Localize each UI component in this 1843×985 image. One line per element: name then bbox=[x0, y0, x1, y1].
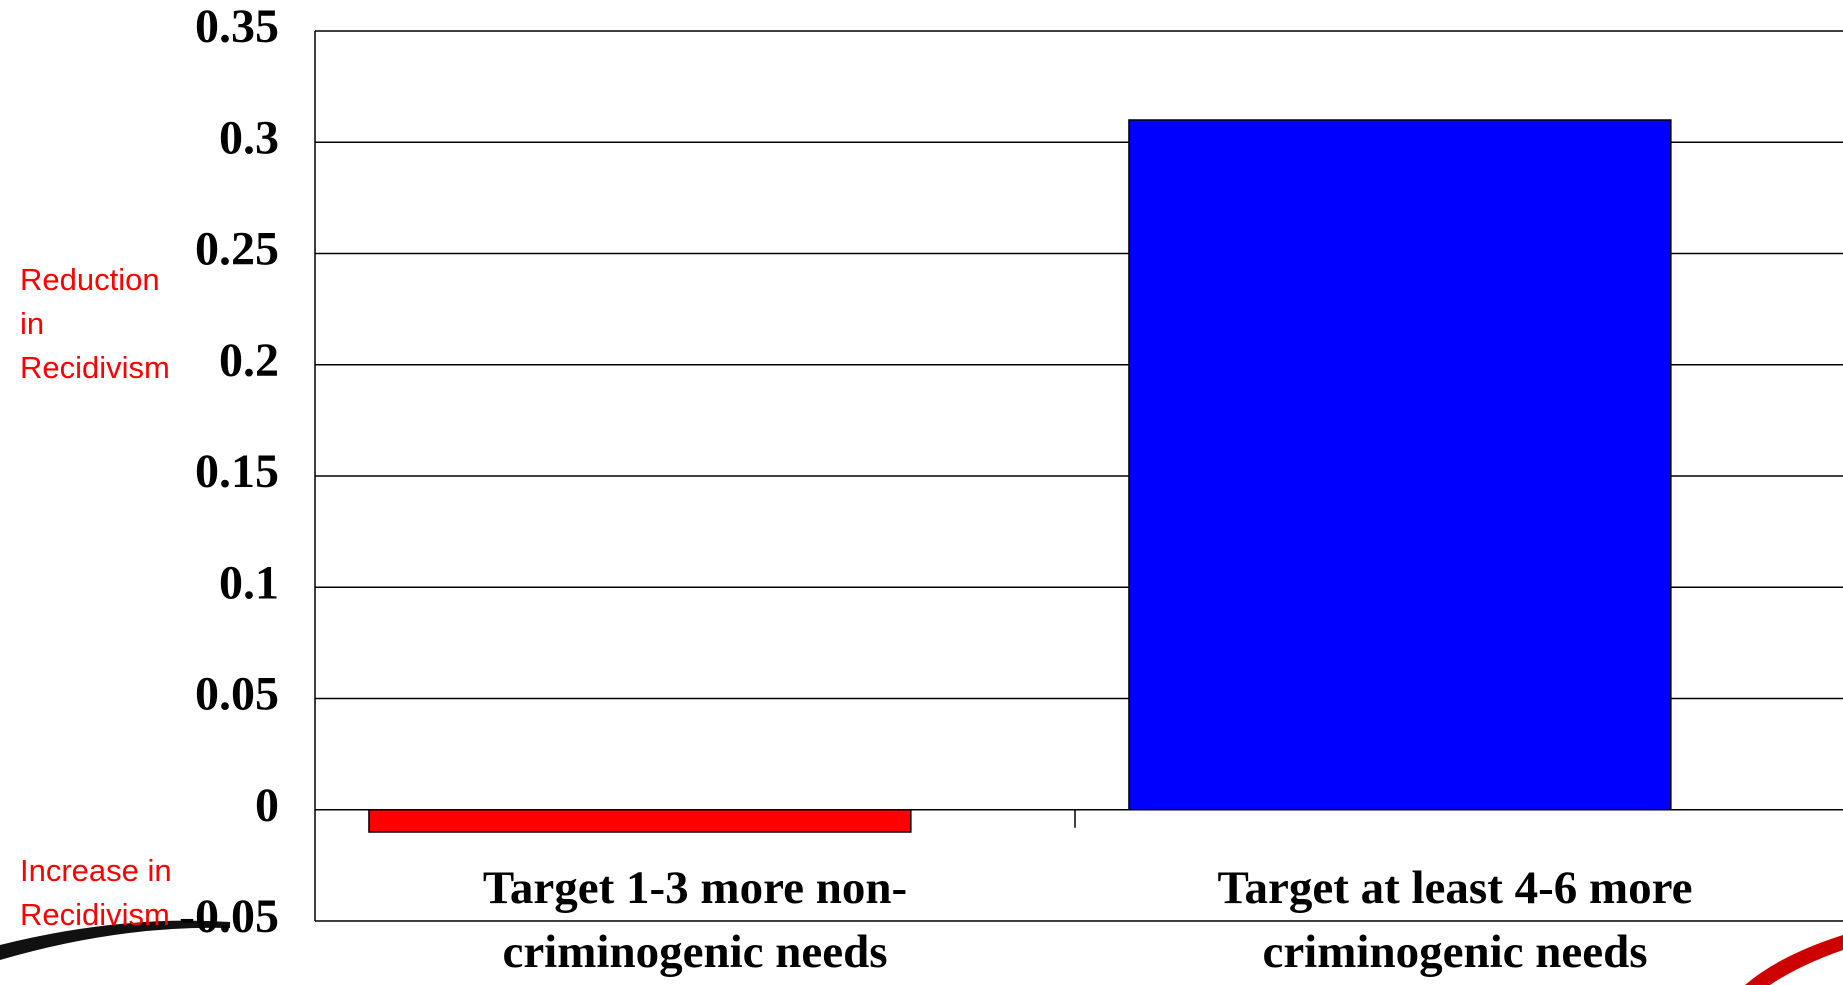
x-tick-label: Target 1-3 more non-criminogenic needs bbox=[482, 862, 908, 978]
y-tick-label: 0.2 bbox=[219, 334, 279, 387]
y-tick-label: -0.05 bbox=[179, 890, 279, 943]
annotation: Reduction in Recidivism bbox=[20, 262, 170, 385]
y-tick-label: 0.25 bbox=[195, 223, 279, 276]
decor-swoosh bbox=[0, 920, 230, 960]
y-tick-label: 0.05 bbox=[195, 668, 279, 721]
x-tick-label: Target at least 4-6 more criminogenic ne… bbox=[1217, 862, 1693, 978]
y-tick-label: 0.15 bbox=[195, 445, 279, 498]
decor-swoosh bbox=[1745, 935, 1843, 985]
y-tick-label: 0 bbox=[255, 779, 279, 832]
y-tick-label: 0.1 bbox=[219, 556, 279, 609]
bar bbox=[368, 809, 912, 833]
annotation: Increase in Recidivism bbox=[20, 853, 172, 932]
bar bbox=[1128, 119, 1672, 811]
y-tick-label: 0.3 bbox=[219, 111, 279, 164]
y-tick-label: 0.35 bbox=[195, 0, 279, 53]
